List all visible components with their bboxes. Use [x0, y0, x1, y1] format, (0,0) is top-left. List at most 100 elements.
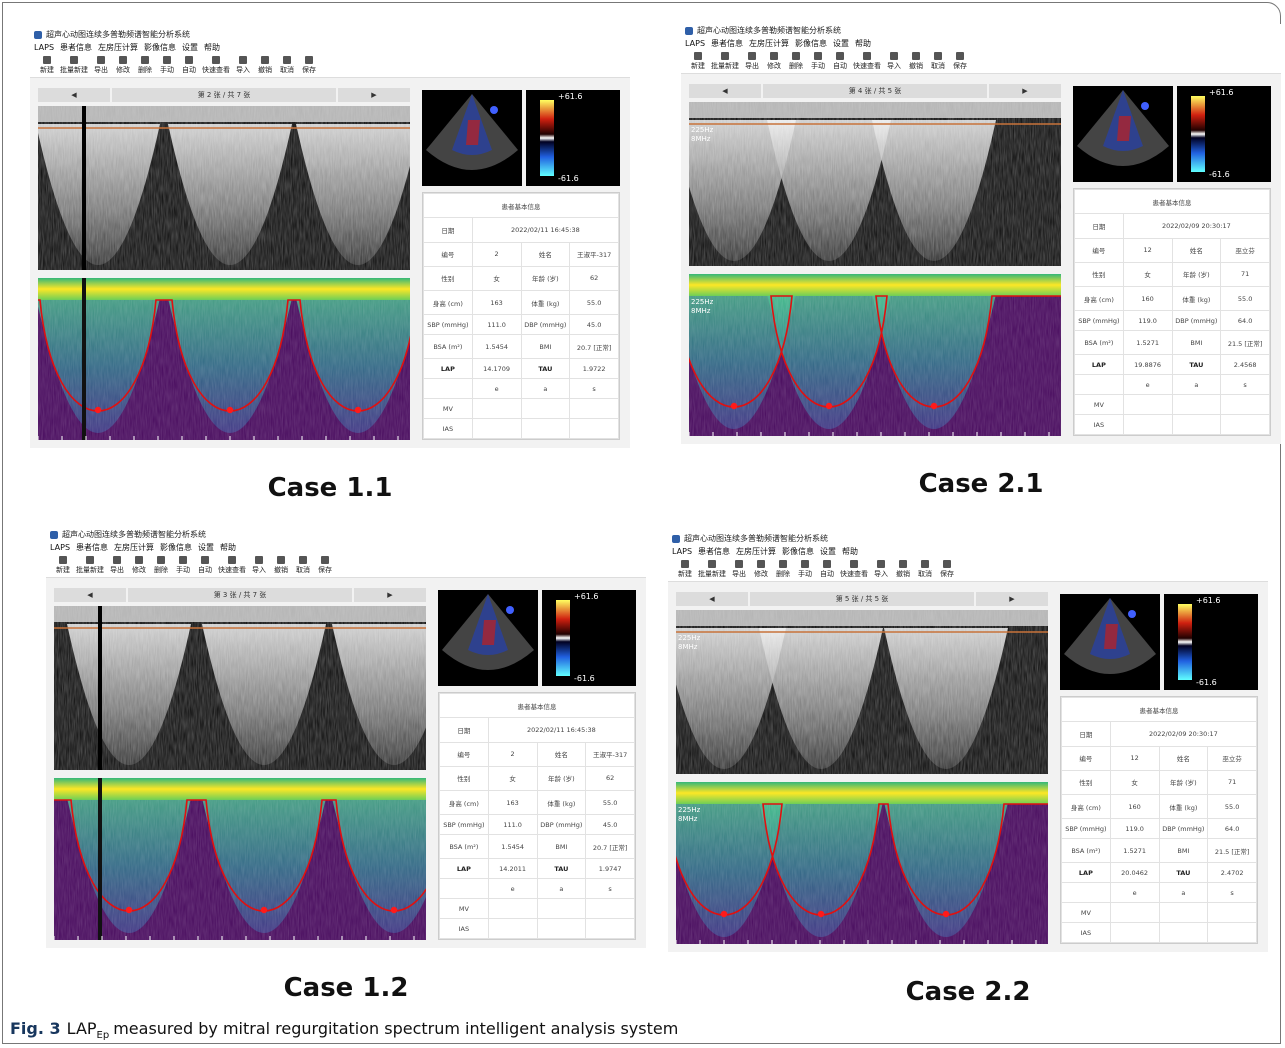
toolbar-button[interactable]: 快速查看	[840, 558, 868, 581]
toolbar-button[interactable]: 撤销	[272, 554, 290, 577]
menu-item[interactable]: 帮助	[204, 43, 221, 52]
toolbar-button[interactable]: 取消	[916, 558, 934, 581]
table-cell: DBP (mmHg)	[536, 814, 587, 836]
toolbar-button[interactable]: 自动	[818, 558, 836, 581]
table-cell: BMI	[1171, 330, 1222, 356]
toolbar-button[interactable]: 修改	[130, 554, 148, 577]
toolbar-button[interactable]: 修改	[765, 50, 783, 73]
table-cell	[471, 418, 522, 439]
menu-item[interactable]: 设置	[820, 547, 837, 556]
menu-item[interactable]: 帮助	[855, 39, 872, 48]
menu-item[interactable]: 帮助	[842, 547, 859, 556]
toolbar-button[interactable]: 新建	[38, 54, 56, 77]
toolbar-button[interactable]: 保存	[316, 554, 334, 577]
toolbar-button[interactable]: 新建	[676, 558, 694, 581]
menu-item[interactable]: LAPS	[685, 39, 706, 48]
menu-item[interactable]: 患者信息	[711, 39, 744, 48]
prev-button[interactable]: ◀	[676, 592, 748, 606]
toolbar-button[interactable]: 手动	[809, 50, 827, 73]
toolbar-button[interactable]: 导入	[872, 558, 890, 581]
table-cell: 体重 (kg)	[1158, 794, 1209, 820]
toolbar-button[interactable]: 取消	[929, 50, 947, 73]
toolbar-button[interactable]: 导出	[92, 54, 110, 77]
toolbar-button[interactable]: 导出	[730, 558, 748, 581]
menu-item[interactable]: 左房压计算	[114, 543, 155, 552]
menu-item[interactable]: 患者信息	[60, 43, 93, 52]
next-button[interactable]: ▶	[338, 88, 410, 102]
toolbar-button[interactable]: 手动	[158, 54, 176, 77]
menu-item[interactable]: 帮助	[220, 543, 237, 552]
toolbar-button[interactable]: 手动	[796, 558, 814, 581]
toolbar-button[interactable]: 手动	[174, 554, 192, 577]
table-cell: 2.4702	[1207, 862, 1257, 884]
toolbar-button[interactable]: 快速查看	[202, 54, 230, 77]
table-cell: BMI	[520, 334, 571, 360]
image-nav: ◀ 第 3 张 / 共 7 张 ▶	[54, 588, 426, 602]
table-cell: s	[585, 878, 635, 900]
toolbar-button[interactable]: 快速查看	[218, 554, 246, 577]
menu-item[interactable]: 左房压计算	[749, 39, 790, 48]
menu-item[interactable]: 影像信息	[160, 543, 193, 552]
toolbar-button[interactable]: 取消	[294, 554, 312, 577]
toolbar-button[interactable]: 导入	[250, 554, 268, 577]
toolbar-button[interactable]: 导出	[743, 50, 761, 73]
toolbar-button[interactable]: 修改	[114, 54, 132, 77]
table-row: 编号 2 姓名 王淑平-317	[423, 241, 619, 267]
menu-item[interactable]: LAPS	[672, 547, 693, 556]
toolbar-button[interactable]: 保存	[951, 50, 969, 73]
toolbar-button[interactable]: 撤销	[256, 54, 274, 77]
menu-item[interactable]: 影像信息	[144, 43, 177, 52]
title-bar: 超声心动图连续多普勒频谱智能分析系统	[684, 534, 828, 543]
table-cell: DBP (mmHg)	[1171, 310, 1222, 332]
menu-item[interactable]: 影像信息	[795, 39, 828, 48]
toolbar-button[interactable]: 自动	[180, 54, 198, 77]
next-button[interactable]: ▶	[354, 588, 426, 602]
toolbar-button[interactable]: 自动	[196, 554, 214, 577]
toolbar-button[interactable]: 导入	[885, 50, 903, 73]
table-cell: 160	[1109, 794, 1160, 820]
toolbar-button[interactable]: 新建	[689, 50, 707, 73]
tool-label: 撤销	[258, 66, 272, 74]
toolbar-button[interactable]: 快速查看	[853, 50, 881, 73]
tool-icon	[239, 56, 247, 64]
next-button[interactable]: ▶	[976, 592, 1048, 606]
menu-item[interactable]: 设置	[198, 543, 215, 552]
menu-item[interactable]: 设置	[182, 43, 199, 52]
app-icon	[50, 531, 58, 539]
toolbar-button[interactable]: 批量新建	[60, 54, 88, 77]
prev-button[interactable]: ◀	[38, 88, 110, 102]
prev-button[interactable]: ◀	[54, 588, 126, 602]
menu-item[interactable]: 左房压计算	[736, 547, 777, 556]
toolbar-button[interactable]: 自动	[831, 50, 849, 73]
toolbar-button[interactable]: 修改	[752, 558, 770, 581]
toolbar-button[interactable]: 撤销	[907, 50, 925, 73]
table-row: SBP (mmHg) 111.0 DBP (mmHg) 45.0	[423, 314, 619, 336]
menu-item[interactable]: 左房压计算	[98, 43, 139, 52]
toolbar-button[interactable]: 撤销	[894, 558, 912, 581]
toolbar-button[interactable]: 删除	[774, 558, 792, 581]
toolbar-button[interactable]: 删除	[152, 554, 170, 577]
toolbar-button[interactable]: 取消	[278, 54, 296, 77]
menu-item[interactable]: LAPS	[34, 43, 55, 52]
toolbar-button[interactable]: 批量新建	[76, 554, 104, 577]
toolbar-button[interactable]: 删除	[136, 54, 154, 77]
toolbar-button[interactable]: 导出	[108, 554, 126, 577]
table-cell: BSA (m²)	[1061, 838, 1111, 864]
next-button[interactable]: ▶	[989, 84, 1061, 98]
spectrum-image	[668, 782, 1048, 944]
menu-item[interactable]: 影像信息	[782, 547, 815, 556]
toolbar-button[interactable]: 新建	[54, 554, 72, 577]
menu-item[interactable]: LAPS	[50, 543, 71, 552]
toolbar-button[interactable]: 保存	[300, 54, 318, 77]
toolbar-button[interactable]: 导入	[234, 54, 252, 77]
menu-item[interactable]: 设置	[833, 39, 850, 48]
prev-button[interactable]: ◀	[689, 84, 761, 98]
toolbar-button[interactable]: 删除	[787, 50, 805, 73]
toolbar-button[interactable]: 批量新建	[698, 558, 726, 581]
toolbar-button[interactable]: 批量新建	[711, 50, 739, 73]
menu-item[interactable]: 患者信息	[698, 547, 731, 556]
tool-icon	[770, 52, 778, 60]
toolbar-button[interactable]: 保存	[938, 558, 956, 581]
table-cell: BMI	[1158, 838, 1209, 864]
menu-item[interactable]: 患者信息	[76, 543, 109, 552]
